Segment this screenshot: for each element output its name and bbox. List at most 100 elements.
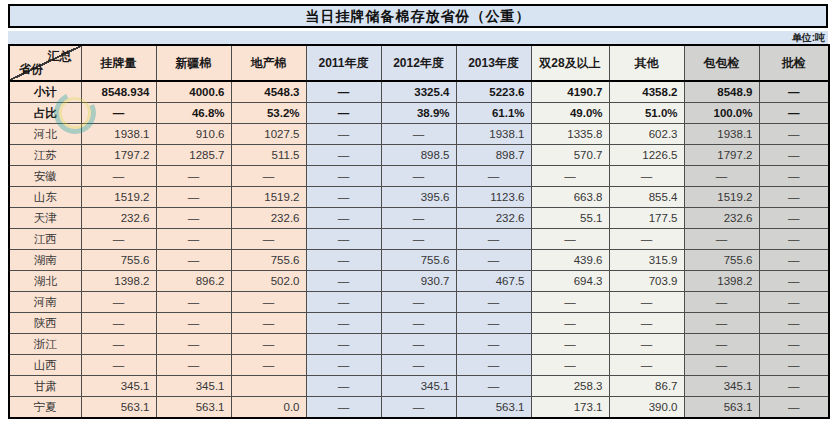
value-cell: 4000.6 — [156, 81, 231, 103]
value-cell: — — [231, 229, 306, 250]
value-cell: 177.5 — [609, 208, 684, 229]
column-header: 2012年度 — [381, 45, 456, 81]
value-cell: 855.4 — [609, 187, 684, 208]
value-cell: — — [81, 103, 156, 124]
value-cell: — — [306, 355, 381, 376]
value-cell: 1938.1 — [81, 124, 156, 145]
value-cell: — — [306, 81, 381, 103]
value-cell: 1226.5 — [609, 145, 684, 166]
value-cell: 1797.2 — [81, 145, 156, 166]
value-cell: — — [231, 313, 306, 334]
value-cell: — — [759, 208, 829, 229]
value-cell: — — [759, 355, 829, 376]
corner-label-province: 省份 — [19, 61, 43, 78]
value-cell: 755.6 — [381, 250, 456, 271]
value-cell: — — [81, 292, 156, 313]
province-cell: 山西 — [9, 355, 81, 376]
table-row: 江苏1797.21285.7511.5—898.5898.7570.71226.… — [9, 145, 829, 166]
value-cell: — — [81, 334, 156, 355]
province-cell: 山东 — [9, 187, 81, 208]
value-cell: — — [759, 229, 829, 250]
value-cell: 1335.8 — [531, 124, 609, 145]
value-cell: — — [306, 103, 381, 124]
province-cell: 甘肃 — [9, 376, 81, 397]
cotton-storage-table: 汇总 省份 挂牌量新疆棉地产棉2011年度2012年度2013年度双28及以上其… — [8, 44, 830, 419]
value-cell: — — [456, 166, 531, 187]
value-cell: — — [759, 397, 829, 419]
value-cell: — — [381, 124, 456, 145]
value-cell: 3325.4 — [381, 81, 456, 103]
column-header: 双28及以上 — [531, 45, 609, 81]
value-cell: — — [609, 166, 684, 187]
value-cell: — — [156, 166, 231, 187]
value-cell: — — [759, 250, 829, 271]
value-cell: 563.1 — [156, 397, 231, 419]
value-cell: 55.1 — [531, 208, 609, 229]
value-cell: 232.6 — [231, 208, 306, 229]
column-header: 新疆棉 — [156, 45, 231, 81]
value-cell: 38.9% — [381, 103, 456, 124]
value-cell: — — [156, 334, 231, 355]
value-cell: — — [759, 292, 829, 313]
header-row: 汇总 省份 挂牌量新疆棉地产棉2011年度2012年度2013年度双28及以上其… — [9, 45, 829, 81]
table-row: 河南—————————— — [9, 292, 829, 313]
value-cell: — — [381, 292, 456, 313]
value-cell: — — [759, 81, 829, 103]
value-cell: — — [306, 229, 381, 250]
value-cell: — — [684, 166, 759, 187]
value-cell: 4358.2 — [609, 81, 684, 103]
value-cell: 910.6 — [156, 124, 231, 145]
value-cell: — — [306, 292, 381, 313]
province-cell: 湖南 — [9, 250, 81, 271]
value-cell: 8548.934 — [81, 81, 156, 103]
table-row: 小计8548.9344000.64548.3—3325.45223.64190.… — [9, 81, 829, 103]
value-cell: — — [306, 187, 381, 208]
value-cell: — — [156, 355, 231, 376]
value-cell: 694.3 — [531, 271, 609, 292]
table-row: 河北1938.1910.61027.5——1938.11335.8602.319… — [9, 124, 829, 145]
value-cell: 755.6 — [81, 250, 156, 271]
value-cell: 53.2% — [231, 103, 306, 124]
value-cell: 46.8% — [156, 103, 231, 124]
value-cell: 395.6 — [381, 187, 456, 208]
value-cell: 439.6 — [531, 250, 609, 271]
value-cell: 1519.2 — [684, 187, 759, 208]
value-cell: — — [156, 250, 231, 271]
value-cell: — — [306, 166, 381, 187]
value-cell: 49.0% — [531, 103, 609, 124]
column-header: 其他 — [609, 45, 684, 81]
value-cell: — — [684, 292, 759, 313]
province-cell: 湖北 — [9, 271, 81, 292]
province-cell: 河南 — [9, 292, 81, 313]
value-cell: 563.1 — [456, 397, 531, 419]
value-cell: — — [456, 229, 531, 250]
value-cell: 1398.2 — [81, 271, 156, 292]
column-header: 挂牌量 — [81, 45, 156, 81]
unit-label: 单位:吨 — [792, 32, 825, 43]
value-cell: — — [156, 187, 231, 208]
value-cell: — — [531, 166, 609, 187]
value-cell: — — [684, 229, 759, 250]
value-cell: — — [759, 166, 829, 187]
column-header: 批检 — [759, 45, 829, 81]
value-cell: — — [306, 250, 381, 271]
value-cell: 1938.1 — [684, 124, 759, 145]
province-cell: 陕西 — [9, 313, 81, 334]
value-cell: 345.1 — [81, 376, 156, 397]
value-cell: — — [156, 208, 231, 229]
value-cell: — — [759, 124, 829, 145]
value-cell: 315.9 — [609, 250, 684, 271]
province-cell: 江苏 — [9, 145, 81, 166]
table-row: 天津232.6—232.6——232.655.1177.5232.6— — [9, 208, 829, 229]
value-cell: — — [381, 334, 456, 355]
value-cell: 258.3 — [531, 376, 609, 397]
value-cell: 4548.3 — [231, 81, 306, 103]
value-cell: 570.7 — [531, 145, 609, 166]
province-cell: 天津 — [9, 208, 81, 229]
value-cell: — — [381, 313, 456, 334]
value-cell: 502.0 — [231, 271, 306, 292]
value-cell: 1519.2 — [81, 187, 156, 208]
value-cell: 1027.5 — [231, 124, 306, 145]
table-row: 江西—————————— — [9, 229, 829, 250]
table-row: 宁夏563.1563.10.0——563.1173.1390.0563.1— — [9, 397, 829, 419]
